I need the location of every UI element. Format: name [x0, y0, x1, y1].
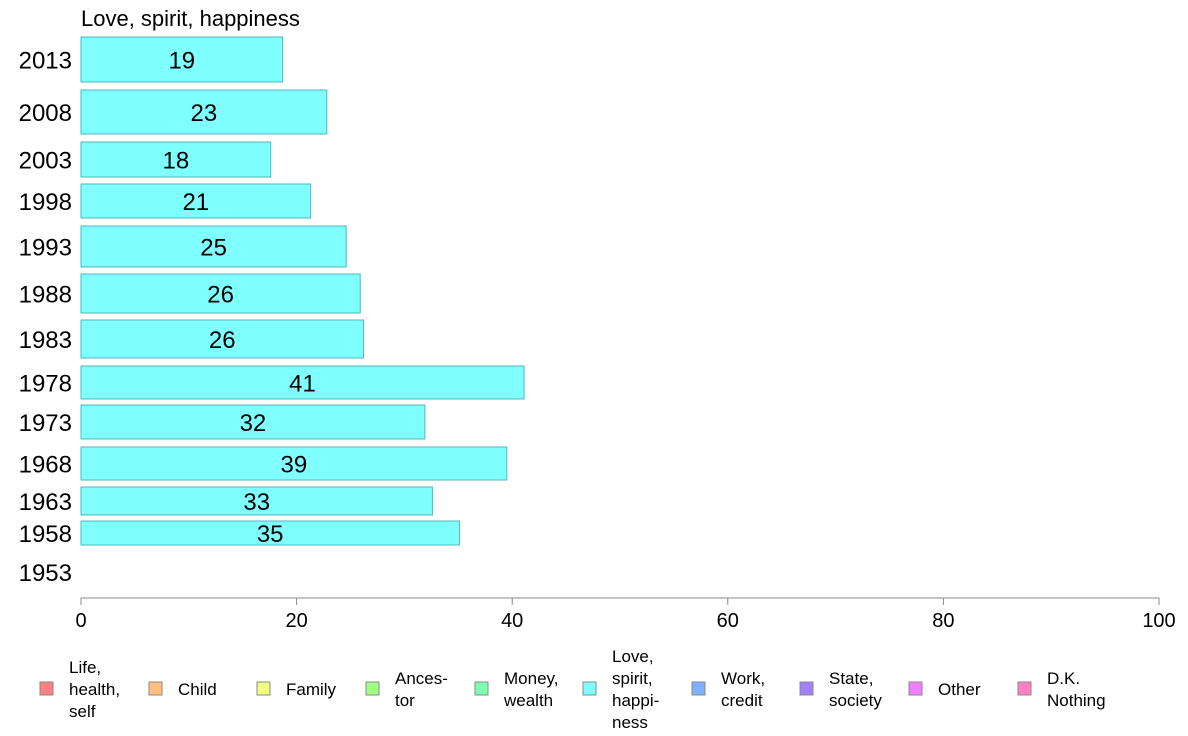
x-axis: 0 20 40 60 80 100 [75, 597, 1176, 632]
legend-swatch-8 [908, 681, 923, 696]
year-label-1958: 1958 [19, 521, 72, 548]
year-label-1988: 1988 [19, 282, 72, 309]
bar-1988 [80, 273, 361, 314]
bar-2008 [80, 89, 328, 135]
bar-1963 [80, 486, 433, 516]
value-label-2008: 23 [191, 100, 218, 127]
x-tick-label-40: 40 [501, 610, 523, 632]
value-label-1963: 33 [243, 489, 270, 516]
year-label-1978: 1978 [19, 371, 72, 398]
value-label-1978: 41 [289, 371, 316, 398]
legend-swatch-1 [148, 681, 163, 696]
legend-swatch-5 [582, 681, 597, 696]
year-label-2008: 2008 [19, 100, 72, 127]
legend-label-8: Other [938, 680, 981, 699]
legend: Life, health, self Child Family Ances-tor Mone… [39, 647, 1106, 732]
x-tick-label-0: 0 [75, 610, 86, 632]
value-label-1993: 25 [200, 235, 227, 262]
value-label-1983: 26 [209, 327, 236, 354]
value-label-1973: 32 [240, 410, 267, 437]
x-tick-label-60: 60 [717, 610, 739, 632]
bar-1968 [80, 446, 508, 481]
legend-swatch-7 [799, 681, 814, 696]
legend-label-5: Love, spirit, happi-ness [612, 647, 659, 732]
year-label-1993: 1993 [19, 235, 72, 262]
year-label-1998: 1998 [19, 189, 72, 216]
chart-title: Love, spirit, happiness [81, 6, 300, 31]
legend-label-6: Work, credit [721, 669, 765, 710]
bar-1998 [80, 183, 312, 219]
year-label-1963: 1963 [19, 489, 72, 516]
year-label-2013: 2013 [19, 48, 72, 75]
x-tick-label-80: 80 [932, 610, 954, 632]
year-label-1968: 1968 [19, 452, 72, 479]
legend-label-9: D.K. Nothing [1047, 669, 1106, 710]
year-label-1953: 1953 [19, 560, 72, 587]
legend-swatch-4 [474, 681, 489, 696]
legend-label-7: State, society [829, 669, 882, 710]
year-label-2003: 2003 [19, 148, 72, 175]
value-label-2013: 19 [168, 48, 195, 75]
bar-1993 [80, 225, 347, 268]
bar-1978 [80, 365, 525, 400]
value-label-1988: 26 [207, 282, 234, 309]
legend-swatch-0 [39, 681, 54, 696]
legend-swatch-6 [691, 681, 706, 696]
legend-label-2: Family [286, 680, 337, 699]
legend-swatch-2 [256, 681, 271, 696]
bar-2013 [80, 36, 284, 83]
year-label-1983: 1983 [19, 327, 72, 354]
legend-swatch-3 [365, 681, 380, 696]
value-label-1958: 35 [257, 521, 284, 548]
legend-label-1: Child [178, 680, 217, 699]
value-label-1968: 39 [281, 452, 308, 479]
value-label-1998: 21 [182, 189, 209, 216]
bar-1983 [80, 319, 364, 359]
bar-2003 [80, 141, 272, 178]
x-tick-label-100: 100 [1142, 610, 1175, 632]
x-tick-label-20: 20 [285, 610, 307, 632]
legend-label-0: Life, health, self [69, 658, 120, 721]
year-labels-group: 2013 2008 2003 1998 1993 1988 1983 1978 1973 1968… [19, 48, 72, 588]
year-label-1973: 1973 [19, 410, 72, 437]
legend-swatch-9 [1017, 681, 1032, 696]
bar-1958 [80, 520, 460, 546]
bar-1973 [80, 404, 426, 440]
legend-label-4: Money, wealth [503, 669, 559, 710]
legend-label-3: Ances-tor [395, 669, 448, 710]
value-label-2003: 18 [163, 148, 190, 175]
